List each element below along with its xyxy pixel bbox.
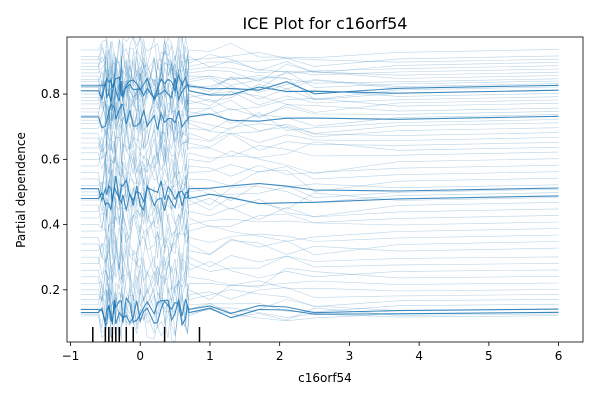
- ice-line: [80, 113, 559, 164]
- ice-line: [80, 174, 559, 225]
- y-tick-label: 0.8: [41, 87, 60, 101]
- ice-line: [80, 277, 559, 326]
- ice-line: [80, 63, 559, 108]
- ice-line: [80, 67, 559, 120]
- x-tick-label: 5: [485, 349, 493, 363]
- y-tick-label: 0.4: [41, 218, 60, 232]
- ice-line-dense: [80, 103, 559, 130]
- x-tick-label: 4: [415, 349, 423, 363]
- ice-line: [80, 161, 559, 211]
- ice-line: [80, 108, 559, 155]
- x-tick-label: 1: [206, 349, 214, 363]
- ice-line: [80, 40, 559, 88]
- ice-line: [80, 36, 559, 87]
- ice-line: [80, 143, 559, 191]
- ice-line: [80, 129, 559, 179]
- chart-title: ICE Plot for c16orf54: [243, 14, 408, 33]
- ice-line: [80, 78, 559, 130]
- ice-line-dense: [80, 184, 559, 212]
- ice-line: [80, 98, 559, 149]
- ice-line: [80, 117, 559, 170]
- ice-line: [80, 99, 559, 146]
- ice-line: [80, 244, 559, 297]
- ice-line: [80, 269, 559, 321]
- x-tick-label: 0: [136, 349, 144, 363]
- ice-line: [80, 237, 559, 290]
- ice-line: [80, 192, 559, 244]
- ice-line: [80, 123, 559, 173]
- plot-frame: [66, 36, 584, 343]
- ice-line: [80, 47, 559, 99]
- y-tick-label: 0.6: [41, 152, 60, 166]
- y-tick-label: 0.2: [41, 283, 60, 297]
- ice-line: [80, 88, 559, 142]
- x-tick-label: 3: [346, 349, 354, 363]
- ice-line: [80, 72, 559, 121]
- ice-line: [80, 89, 559, 137]
- ice-line: [80, 257, 559, 308]
- ice-lines: [80, 35, 559, 343]
- ice-line: [80, 290, 559, 343]
- ice-line: [80, 45, 559, 95]
- x-tick-label: −1: [62, 349, 80, 363]
- ice-line: [80, 223, 559, 272]
- x-tick-label: 2: [276, 349, 284, 363]
- ice-line: [80, 55, 559, 108]
- ice-line: [80, 205, 559, 255]
- ice-line: [80, 251, 559, 302]
- x-axis: −1 0 1 2 3 4 5 6: [62, 342, 563, 363]
- ice-line: [80, 83, 559, 131]
- ice-line-dense: [80, 175, 559, 204]
- ice-line: [80, 185, 559, 238]
- ice-line: [80, 198, 559, 245]
- ice-line: [80, 234, 559, 282]
- y-axis: 0.2 0.4 0.6 0.8: [41, 87, 67, 297]
- ice-line: [80, 211, 559, 259]
- ice-line: [80, 136, 559, 184]
- ice-line-dense: [80, 296, 559, 323]
- x-axis-label: c16orf54: [298, 371, 352, 385]
- x-tick-label: 6: [555, 349, 563, 363]
- ice-line: [80, 75, 559, 127]
- ice-line-dense: [80, 77, 559, 102]
- ice-line: [80, 147, 559, 197]
- rug-marks: [92, 327, 201, 342]
- ice-line-dense: [80, 300, 559, 328]
- ice-line: [80, 102, 559, 154]
- ice-line: [80, 60, 559, 111]
- ice-line: [80, 265, 559, 314]
- ice-line: [80, 54, 559, 106]
- y-axis-label: Partial dependence: [14, 132, 28, 248]
- ice-line: [80, 218, 559, 271]
- ice-line: [80, 154, 559, 199]
